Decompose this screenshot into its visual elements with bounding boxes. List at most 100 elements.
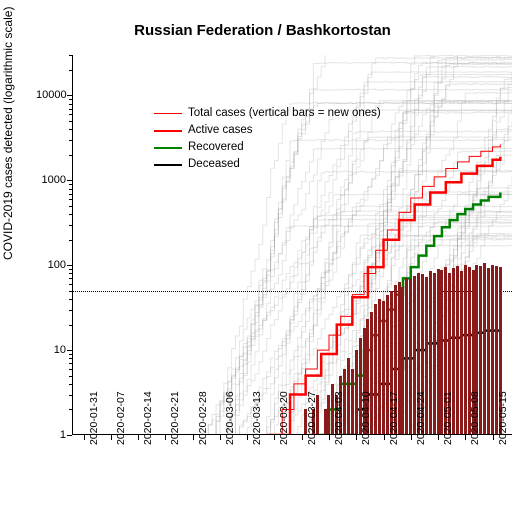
legend-item: Total cases (vertical bars = new ones) <box>154 105 381 122</box>
y-minor-tick <box>69 291 72 292</box>
x-tick-mark <box>411 435 412 440</box>
x-tick-mark <box>465 435 466 440</box>
y-tick-label: 10 <box>36 344 66 356</box>
x-tick-label: 2020-01-31 <box>88 391 100 445</box>
legend-label: Deceased <box>188 156 240 173</box>
new-cases-bar <box>347 358 350 435</box>
y-tick-label: 1000 <box>36 174 66 186</box>
y-minor-tick <box>69 199 72 200</box>
y-minor-tick <box>69 363 72 364</box>
new-cases-bar <box>491 265 494 435</box>
new-cases-bar <box>401 287 404 435</box>
y-tick-mark <box>67 350 72 351</box>
y-minor-tick <box>69 284 72 285</box>
y-minor-tick <box>69 395 72 396</box>
y-minor-tick <box>69 240 72 241</box>
y-minor-tick <box>69 299 72 300</box>
y-tick-label: 100 <box>36 259 66 271</box>
y-minor-tick <box>69 354 72 355</box>
y-minor-tick <box>69 325 72 326</box>
legend-item: Active cases <box>154 122 381 139</box>
y-minor-tick <box>69 214 72 215</box>
y-tick-mark <box>67 265 72 266</box>
legend-swatch <box>154 164 182 166</box>
y-minor-tick <box>69 384 72 385</box>
legend: Total cases (vertical bars = new ones)Ac… <box>154 105 381 173</box>
x-tick-mark <box>329 435 330 440</box>
new-cases-bar <box>460 271 463 435</box>
new-cases-bar <box>327 395 330 435</box>
y-minor-tick <box>69 140 72 141</box>
y-minor-tick <box>69 184 72 185</box>
new-cases-bar <box>437 269 440 435</box>
y-minor-tick <box>69 369 72 370</box>
x-tick-mark <box>438 435 439 440</box>
new-cases-bar <box>382 301 385 435</box>
x-tick-mark <box>384 435 385 440</box>
x-tick-label: 2020-05-01 <box>442 391 454 445</box>
legend-swatch <box>154 147 182 149</box>
x-tick-label: 2020-02-28 <box>197 391 209 445</box>
y-minor-tick <box>69 155 72 156</box>
y-minor-tick <box>69 114 72 115</box>
legend-item: Recovered <box>154 139 381 156</box>
y-minor-tick <box>69 273 72 274</box>
x-tick-label: 2020-03-13 <box>251 391 263 445</box>
x-tick-label: 2020-05-08 <box>469 391 481 445</box>
y-tick-mark <box>67 435 72 436</box>
y-minor-tick <box>69 109 72 110</box>
y-tick-label: 10000 <box>36 89 66 101</box>
x-tick-mark <box>493 435 494 440</box>
y-minor-tick <box>69 409 72 410</box>
x-tick-label: 2020-04-17 <box>388 391 400 445</box>
x-tick-label: 2020-03-27 <box>306 391 318 445</box>
x-tick-label: 2020-04-10 <box>360 391 372 445</box>
y-minor-tick <box>69 225 72 226</box>
y-minor-tick <box>69 129 72 130</box>
new-cases-bar <box>378 299 381 435</box>
new-cases-bar <box>409 279 412 435</box>
plot-area: 1101001000100002020-01-312020-02-072020-… <box>72 55 512 435</box>
x-tick-mark <box>302 435 303 440</box>
y-minor-tick <box>69 206 72 207</box>
y-minor-tick <box>69 104 72 105</box>
new-cases-bar <box>324 409 327 435</box>
x-tick-mark <box>247 435 248 440</box>
new-cases-bar <box>456 266 459 435</box>
y-tick-label: 1 <box>36 429 66 441</box>
x-tick-label: 2020-02-14 <box>142 391 154 445</box>
chart-title: Russian Federation / Bashkortostan <box>0 22 525 39</box>
new-cases-bar <box>464 265 467 435</box>
x-tick-mark <box>138 435 139 440</box>
y-minor-tick <box>69 376 72 377</box>
y-minor-tick <box>69 189 72 190</box>
y-tick-mark <box>67 95 72 96</box>
x-tick-mark <box>356 435 357 440</box>
y-axis-label: COVID-2019 cases detected (logarithmic s… <box>1 7 15 260</box>
y-minor-tick <box>69 121 72 122</box>
new-cases-bar <box>351 369 354 435</box>
x-tick-mark <box>274 435 275 440</box>
x-tick-mark <box>220 435 221 440</box>
x-tick-label: 2020-02-21 <box>169 391 181 445</box>
x-tick-mark <box>193 435 194 440</box>
x-tick-label: 2020-04-03 <box>333 391 345 445</box>
x-tick-label: 2020-05-15 <box>497 391 509 445</box>
legend-label: Recovered <box>188 139 244 156</box>
x-tick-label: 2020-03-06 <box>224 391 236 445</box>
legend-swatch <box>154 113 182 114</box>
legend-swatch <box>154 130 182 132</box>
legend-label: Total cases (vertical bars = new ones) <box>188 105 381 122</box>
y-minor-tick <box>69 358 72 359</box>
y-minor-tick <box>69 99 72 100</box>
x-tick-mark <box>84 435 85 440</box>
x-tick-mark <box>111 435 112 440</box>
new-cases-bar <box>483 263 486 435</box>
new-cases-bar <box>405 278 408 435</box>
new-cases-bar <box>355 350 358 435</box>
legend-item: Deceased <box>154 156 381 173</box>
y-minor-tick <box>69 269 72 270</box>
y-minor-tick <box>69 70 72 71</box>
y-minor-tick <box>69 194 72 195</box>
y-minor-tick <box>69 310 72 311</box>
